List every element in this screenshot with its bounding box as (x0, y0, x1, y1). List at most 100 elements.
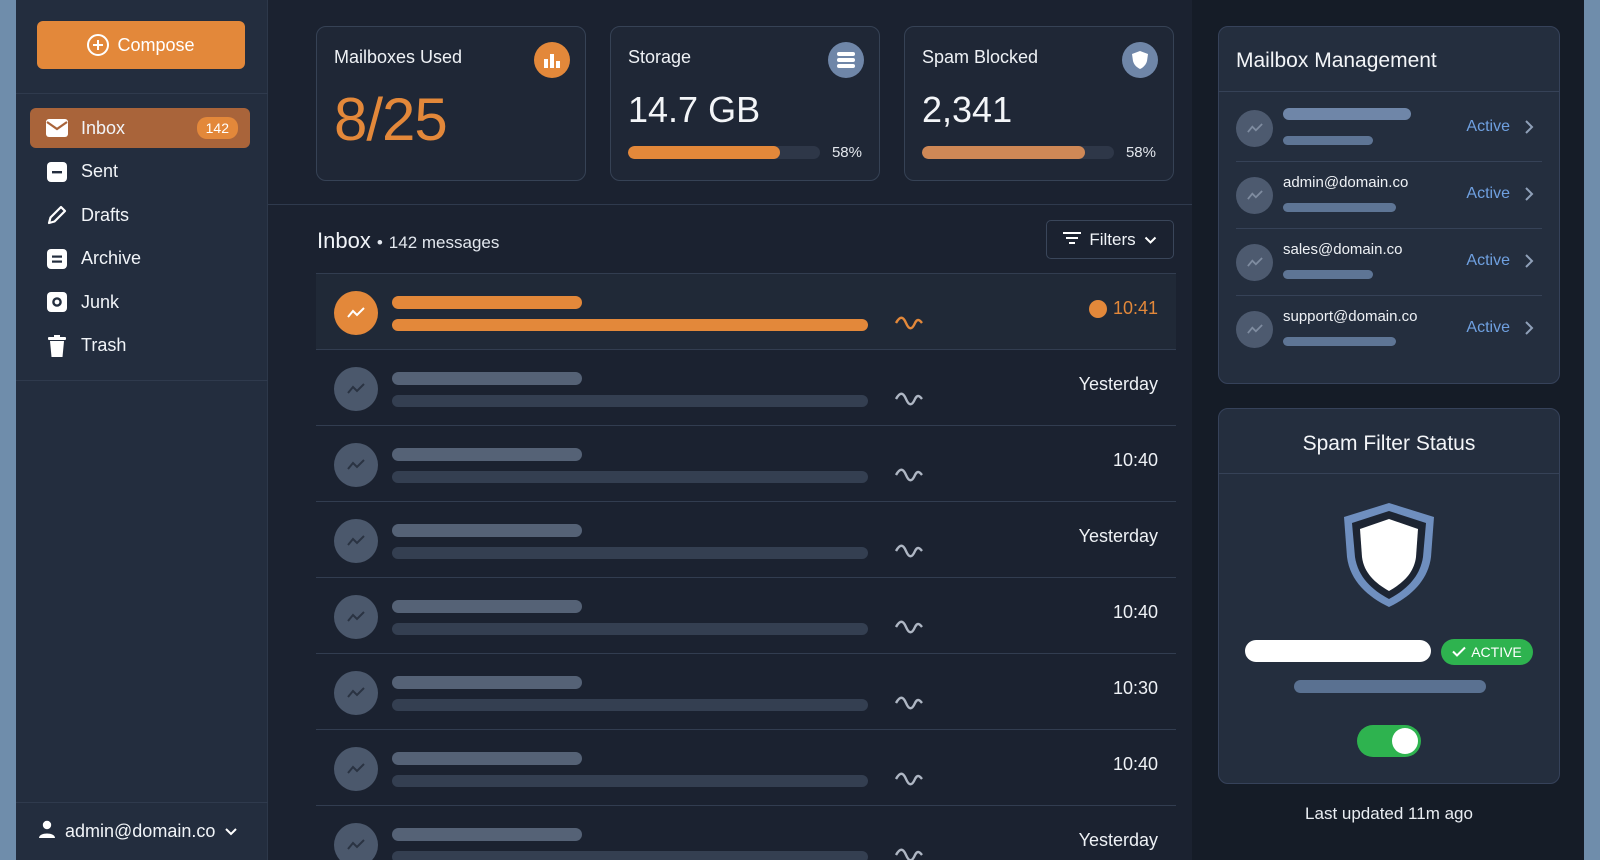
chevron-right-icon (1524, 320, 1534, 341)
inbox-icon (46, 117, 68, 139)
nav-item-inbox[interactable]: Inbox 142 (30, 108, 250, 148)
time-label: Yesterday (1078, 526, 1158, 546)
mailbox-email: admin@domain.co (1283, 174, 1409, 191)
mailbox-status: Active (1466, 252, 1510, 269)
time-label: 10:30 (1112, 678, 1158, 698)
panel-title: Mailbox Management (1236, 49, 1437, 72)
sidebar: Compose Inbox 142 Sent Drafts (16, 0, 268, 860)
activity-icon (894, 542, 924, 560)
shield-icon (1122, 42, 1158, 78)
preview-placeholder (392, 623, 868, 635)
compose-button[interactable]: Compose (37, 21, 245, 69)
app-window: Compose Inbox 142 Sent Drafts (16, 0, 1584, 860)
nav-label: Inbox (81, 117, 126, 138)
nav-item-drafts[interactable]: Drafts (30, 195, 250, 235)
nav-item-sent[interactable]: Sent (30, 152, 250, 192)
mailbox-row[interactable]: Active (1236, 95, 1542, 162)
status-badge-label: ACTIVE (1471, 644, 1522, 660)
preview-placeholder (392, 471, 868, 483)
message-row[interactable]: Yesterday (316, 501, 1176, 577)
panel-title: Spam Filter Status (1302, 432, 1476, 455)
preview-placeholder (392, 395, 868, 407)
placeholder-bar (1283, 337, 1396, 346)
subject-placeholder (392, 752, 582, 765)
stat-percent: 58% (831, 144, 862, 161)
spam-filter-toggle[interactable] (1357, 725, 1421, 757)
time-label: 10:40 (1112, 602, 1158, 622)
chevron-right-icon (1524, 119, 1534, 140)
account-email: admin@domain.co (65, 821, 216, 841)
progress-fill (628, 146, 780, 159)
stat-card-spam: Spam Blocked 2,341 58% (904, 26, 1174, 181)
mailbox-row[interactable]: admin@domain.co Active (1236, 162, 1542, 229)
spam-filter-panel: Spam Filter Status ACTIVE (1218, 408, 1560, 784)
account-switcher[interactable]: admin@domain.co (38, 820, 238, 843)
status-badge: ACTIVE (1441, 639, 1533, 665)
nav-label: Archive (81, 248, 142, 268)
time-label: 10:41 (1112, 298, 1158, 318)
mailbox-status: Active (1466, 185, 1510, 202)
divider (268, 204, 1456, 205)
message-row[interactable]: 10:30 (316, 653, 1176, 729)
nav-item-trash[interactable]: Trash (30, 326, 250, 366)
message-row[interactable]: Yesterday (316, 805, 1176, 860)
stat-card-mailboxes: Mailboxes Used 8/25 (316, 26, 586, 181)
chevron-down-icon (224, 821, 238, 842)
activity-icon (894, 618, 924, 636)
subject-placeholder (392, 600, 582, 613)
check-icon (1452, 644, 1466, 660)
user-icon (38, 820, 56, 843)
mailbox-avatar (1236, 110, 1273, 147)
nav-item-archive[interactable]: Archive (30, 239, 250, 279)
plus-circle-icon (87, 34, 110, 56)
message-time: Yesterday (1079, 526, 1158, 547)
chevron-right-icon (1524, 186, 1534, 207)
mailbox-row[interactable]: support@domain.co Active (1236, 296, 1542, 363)
sender-avatar (334, 291, 378, 335)
message-time: 10:41 (1088, 298, 1158, 319)
activity-icon (894, 314, 924, 332)
message-time: 10:40 (1113, 754, 1158, 775)
divider (1219, 473, 1559, 474)
divider (1219, 91, 1559, 92)
list-title: Inbox (317, 228, 371, 253)
divider (16, 93, 268, 94)
mailbox-row[interactable]: sales@domain.co Active (1236, 229, 1542, 296)
database-icon (828, 42, 864, 78)
nav-item-junk[interactable]: Junk (30, 282, 250, 322)
list-separator: • (376, 233, 383, 252)
filter-icon (1063, 230, 1082, 250)
divider (16, 380, 268, 381)
mailbox-management-panel: Mailbox Management Active admin@domain.co… (1218, 26, 1560, 384)
mailbox-status: Active (1466, 118, 1510, 135)
subject-placeholder (392, 296, 582, 309)
message-time: Yesterday (1079, 374, 1158, 395)
preview-placeholder (392, 851, 868, 860)
mailbox-email: support@domain.co (1283, 308, 1418, 325)
subject-placeholder (392, 676, 582, 689)
activity-icon (894, 770, 924, 788)
stat-value: 14.7 GB (628, 89, 761, 130)
filter-progress-bar (1245, 640, 1431, 662)
mailbox-avatar (1236, 311, 1273, 348)
unread-dot (1088, 299, 1107, 318)
sent-icon (46, 161, 68, 183)
archive-icon (46, 248, 68, 270)
message-row[interactable]: 10:41 (316, 273, 1176, 349)
activity-icon (894, 846, 924, 860)
filters-button[interactable]: Filters (1046, 220, 1174, 259)
message-row[interactable]: Yesterday (316, 349, 1176, 425)
message-row[interactable]: 10:40 (316, 425, 1176, 501)
sender-avatar (334, 443, 378, 487)
main-content: Mailboxes Used 8/25 Storage 14.7 GB 58% … (268, 0, 1456, 860)
compose-label: Compose (117, 34, 195, 55)
sender-avatar (334, 747, 378, 791)
list-header: Inbox • 142 messages (317, 228, 499, 254)
message-time: 10:30 (1113, 678, 1158, 699)
message-row[interactable]: 10:40 (316, 729, 1176, 805)
folder-nav: Inbox 142 Sent Drafts Archive (30, 108, 250, 369)
message-list: 10:41 Yesterday 10:40 Yesterday 10:40 10:30 10… (316, 273, 1176, 860)
sender-avatar (334, 519, 378, 563)
message-row[interactable]: 10:40 (316, 577, 1176, 653)
toggle-knob (1392, 728, 1418, 754)
